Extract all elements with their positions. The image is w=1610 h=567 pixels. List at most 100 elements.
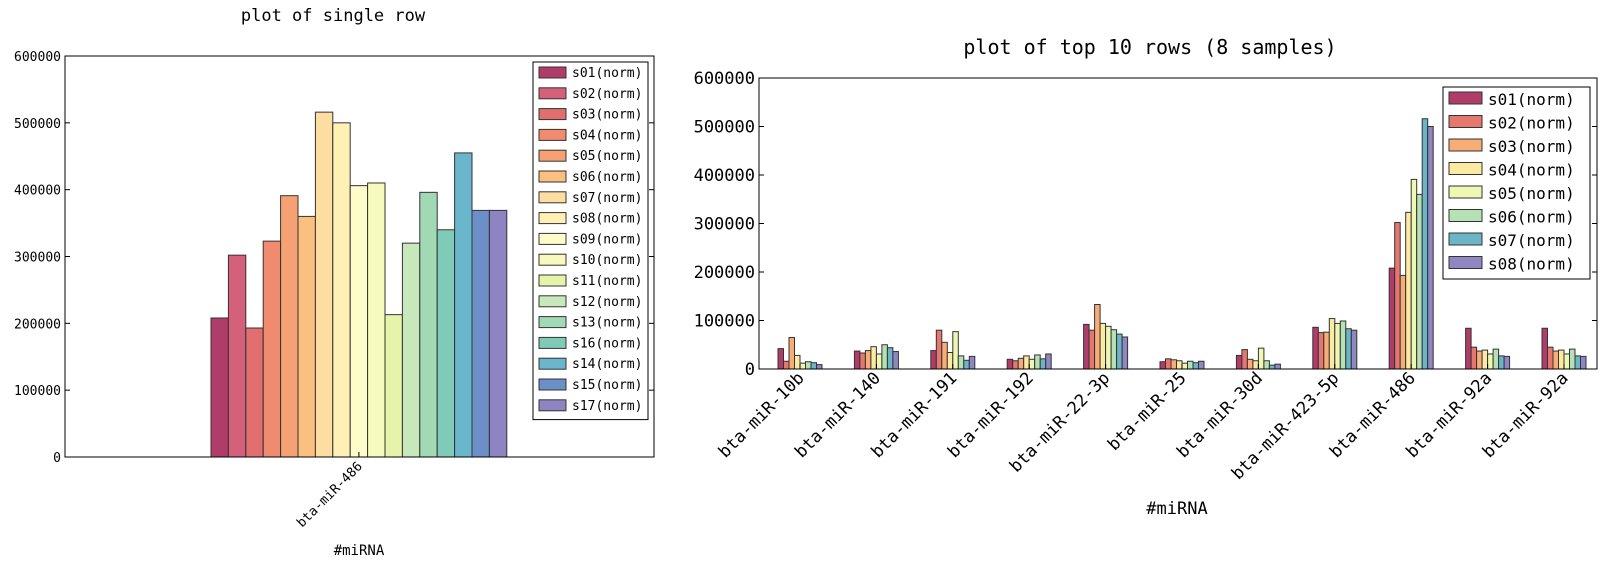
bar-s01norm-5 (1159, 361, 1166, 370)
bar-s11norm-0 (384, 314, 403, 458)
right-legend: s01(norm) s02(norm) s03(norm) s04(norm) s05(… (1442, 86, 1591, 280)
y-tick-label: 200000 (694, 263, 755, 283)
bar-s02norm-9 (1470, 346, 1478, 370)
bar-s01norm-7 (1312, 326, 1319, 370)
legend-label: s09(norm) (572, 232, 642, 247)
legend-swatch (538, 191, 567, 204)
y-tick-label: 100000 (694, 312, 755, 332)
bar-s05norm-4 (1105, 325, 1112, 370)
bar-s06norm-1 (881, 344, 888, 370)
bar-s08norm-3 (1045, 353, 1052, 370)
bar-s04norm-7 (1328, 318, 1336, 370)
y-tick-label: 300000 (14, 251, 61, 266)
bar-s08norm-0 (816, 364, 823, 370)
bar-s04norm-9 (1481, 349, 1489, 370)
bar-s02norm-5 (1165, 358, 1172, 370)
bar-s08norm-7 (1350, 329, 1358, 370)
legend-swatch (538, 232, 567, 245)
bar-s05norm-8 (1410, 178, 1418, 370)
bar-s06norm-6 (1263, 360, 1270, 370)
bar-s03norm-3 (1017, 357, 1025, 370)
bar-s01norm-4 (1083, 323, 1090, 370)
bar-s01norm-0 (777, 348, 784, 370)
bar-s05norm-7 (1334, 322, 1341, 370)
y-tick-label: 200000 (14, 317, 61, 332)
bar-s06norm-10 (1569, 348, 1576, 370)
legend-label: s11(norm) (572, 274, 642, 289)
legend-swatch (538, 378, 567, 391)
legend-swatch (1448, 138, 1483, 152)
legend-label: s06(norm) (1488, 208, 1575, 227)
legend-label: s01(norm) (572, 66, 642, 81)
bar-s06norm-0 (805, 361, 812, 370)
bar-s08norm-1 (892, 351, 899, 370)
bar-s07norm-0 (314, 111, 334, 458)
bar-s06norm-7 (1339, 320, 1347, 370)
legend-swatch (1448, 232, 1483, 246)
bar-s08norm-10 (1580, 355, 1587, 370)
legend-label: s05(norm) (1488, 184, 1575, 203)
legend-swatch (538, 128, 567, 141)
legend-swatch (1448, 185, 1483, 199)
legend-label: s03(norm) (572, 108, 642, 123)
bar-s06norm-5 (1187, 360, 1194, 370)
bar-s05norm-9 (1487, 353, 1494, 370)
legend-swatch (538, 212, 567, 225)
bar-s03norm-7 (1323, 331, 1330, 370)
bar-s06norm-3 (1034, 354, 1041, 370)
bar-s02norm-4 (1088, 329, 1096, 370)
bar-s02norm-7 (1317, 332, 1325, 370)
bar-s06norm-8 (1416, 193, 1423, 370)
right-bars (777, 118, 1587, 370)
legend-swatch (538, 87, 567, 100)
bar-s05norm-3 (1028, 358, 1036, 370)
bar-s01norm-9 (1465, 327, 1472, 370)
legend-label: s14(norm) (572, 357, 642, 372)
bar-s01norm-0 (210, 317, 229, 458)
legend-swatch (538, 316, 567, 329)
bar-s04norm-3 (1023, 355, 1030, 370)
bar-s04norm-5 (1176, 360, 1183, 370)
left-plot-frame (64, 55, 655, 458)
y-tick-label: 600000 (14, 50, 61, 65)
y-tick-label: 0 (53, 451, 61, 466)
legend-label: s12(norm) (572, 295, 642, 310)
bar-s02norm-6 (1241, 349, 1248, 370)
legend-swatch (538, 357, 567, 370)
bar-s04norm-8 (1405, 211, 1412, 370)
bar-s02norm-3 (1012, 360, 1019, 370)
bar-s04norm-4 (1099, 322, 1107, 370)
left-chart-title: plot of single row (241, 6, 426, 26)
bar-s07norm-10 (1574, 355, 1581, 370)
legend-label: s02(norm) (1488, 114, 1575, 133)
bar-s01norm-2 (930, 350, 937, 370)
bar-s03norm-1 (864, 350, 872, 370)
legend-swatch (538, 170, 567, 183)
bar-s10norm-0 (367, 182, 386, 458)
bar-s15norm-0 (471, 209, 490, 458)
bar-s17norm-0 (488, 209, 508, 458)
bar-s08norm-0 (332, 122, 351, 458)
bar-s05norm-2 (952, 331, 959, 370)
left-chart: plot of single row 0 100000 200000 300000 40… (14, 6, 655, 559)
bar-s05norm-0 (799, 362, 806, 370)
bar-s07norm-1 (886, 347, 894, 370)
bar-s03norm-10 (1552, 350, 1559, 370)
bar-s16norm-0 (436, 229, 456, 458)
legend-label: s05(norm) (572, 149, 642, 164)
bar-s03norm-0 (245, 327, 264, 458)
bar-s06norm-9 (1492, 348, 1500, 370)
bar-s02norm-10 (1547, 346, 1554, 370)
bar-s06norm-2 (957, 355, 965, 370)
y-tick-label: 400000 (694, 166, 755, 186)
y-tick-label: 400000 (14, 184, 61, 199)
bar-s04norm-0 (262, 240, 282, 458)
legend-swatch (538, 274, 567, 287)
bar-s07norm-5 (1192, 362, 1199, 370)
legend-swatch (538, 149, 567, 162)
bar-s05norm-0 (280, 195, 299, 458)
legend-label: s16(norm) (572, 336, 642, 351)
bar-s04norm-1 (870, 346, 877, 370)
bar-s08norm-6 (1274, 363, 1281, 370)
